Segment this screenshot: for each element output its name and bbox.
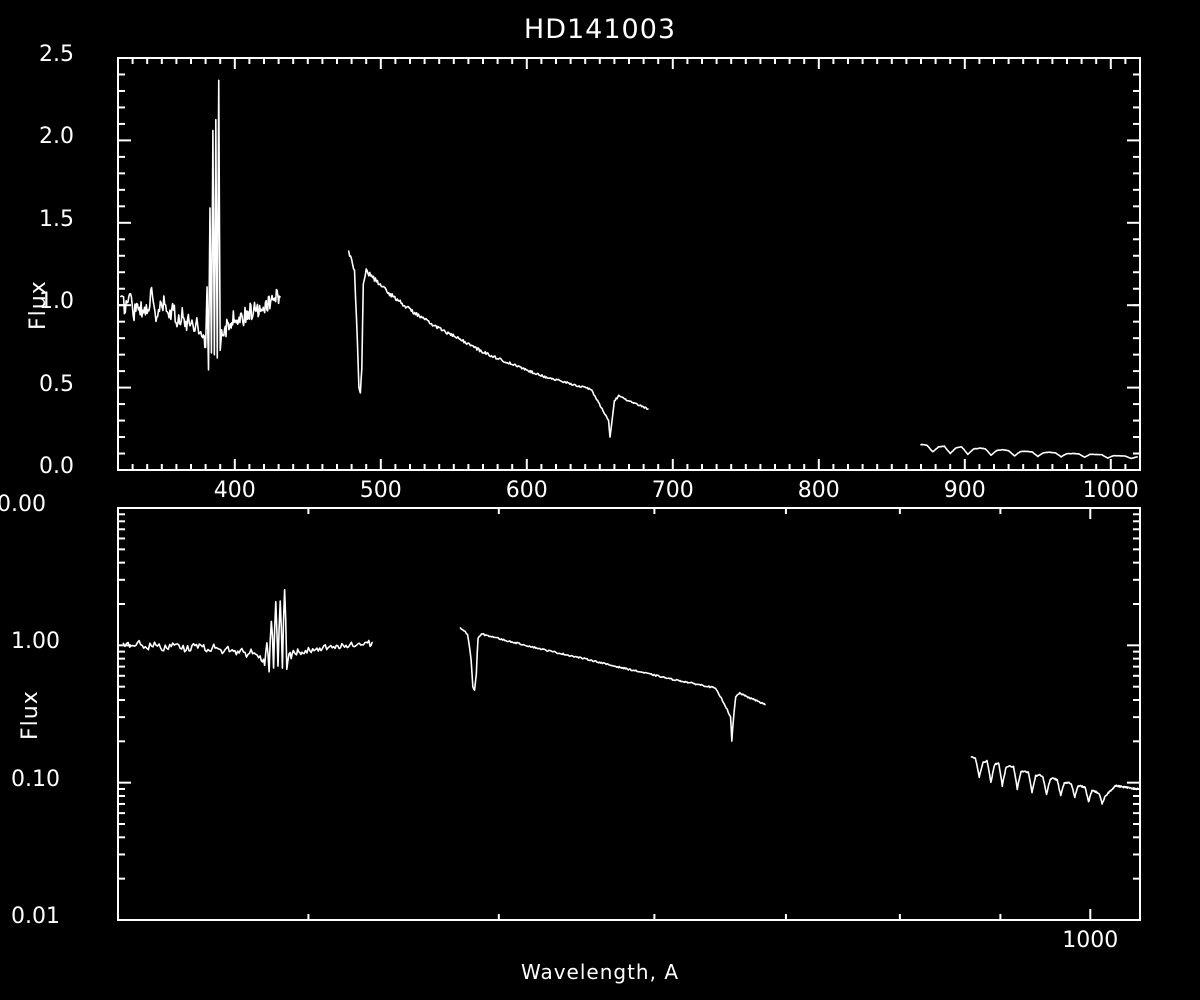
spectrum-trace-near-infrared-paschen: [921, 444, 1137, 458]
y-tick-label: 2.0: [39, 124, 74, 149]
plot-frame: [118, 58, 1140, 470]
y-tick-label: 0.5: [39, 372, 74, 397]
y-tick-label: 0.10: [11, 767, 60, 792]
x-tick-label: 900: [944, 478, 986, 503]
y-tick-label: 1.5: [39, 207, 74, 232]
plot-svg: [0, 0, 1200, 1000]
top-panel-linear-plot: [118, 58, 1140, 470]
x-tick-label: 1000: [1062, 928, 1118, 953]
spectrum-trace-visible-blue-green: [349, 251, 648, 437]
x-tick-label: 800: [798, 478, 840, 503]
y-tick-label: 1.00: [11, 629, 60, 654]
x-tick-label: 700: [652, 478, 694, 503]
bottom-panel-log-plot: [118, 508, 1140, 920]
spectrum-trace-uv-blue-noisy-continuum: [121, 80, 280, 369]
x-tick-label: 500: [360, 478, 402, 503]
x-tick-label: 1000: [1083, 478, 1139, 503]
spectrum-trace-uv-blue-noisy-continuum: [123, 590, 372, 672]
spectrum-trace-near-infrared-paschen: [971, 757, 1138, 804]
x-tick-label: 400: [214, 478, 256, 503]
figure-canvas: HD141003 Flux Flux Wavelength, A 4005006…: [0, 0, 1200, 1000]
x-tick-label: 600: [506, 478, 548, 503]
y-tick-label: 0.01: [11, 904, 60, 929]
plot-frame: [118, 508, 1140, 920]
y-tick-label: 0.0: [39, 454, 74, 479]
y-tick-label: 10.00: [0, 492, 46, 517]
y-tick-label: 1.0: [39, 289, 74, 314]
spectrum-trace-visible-blue-green: [460, 628, 765, 741]
y-tick-label: 2.5: [39, 42, 74, 67]
